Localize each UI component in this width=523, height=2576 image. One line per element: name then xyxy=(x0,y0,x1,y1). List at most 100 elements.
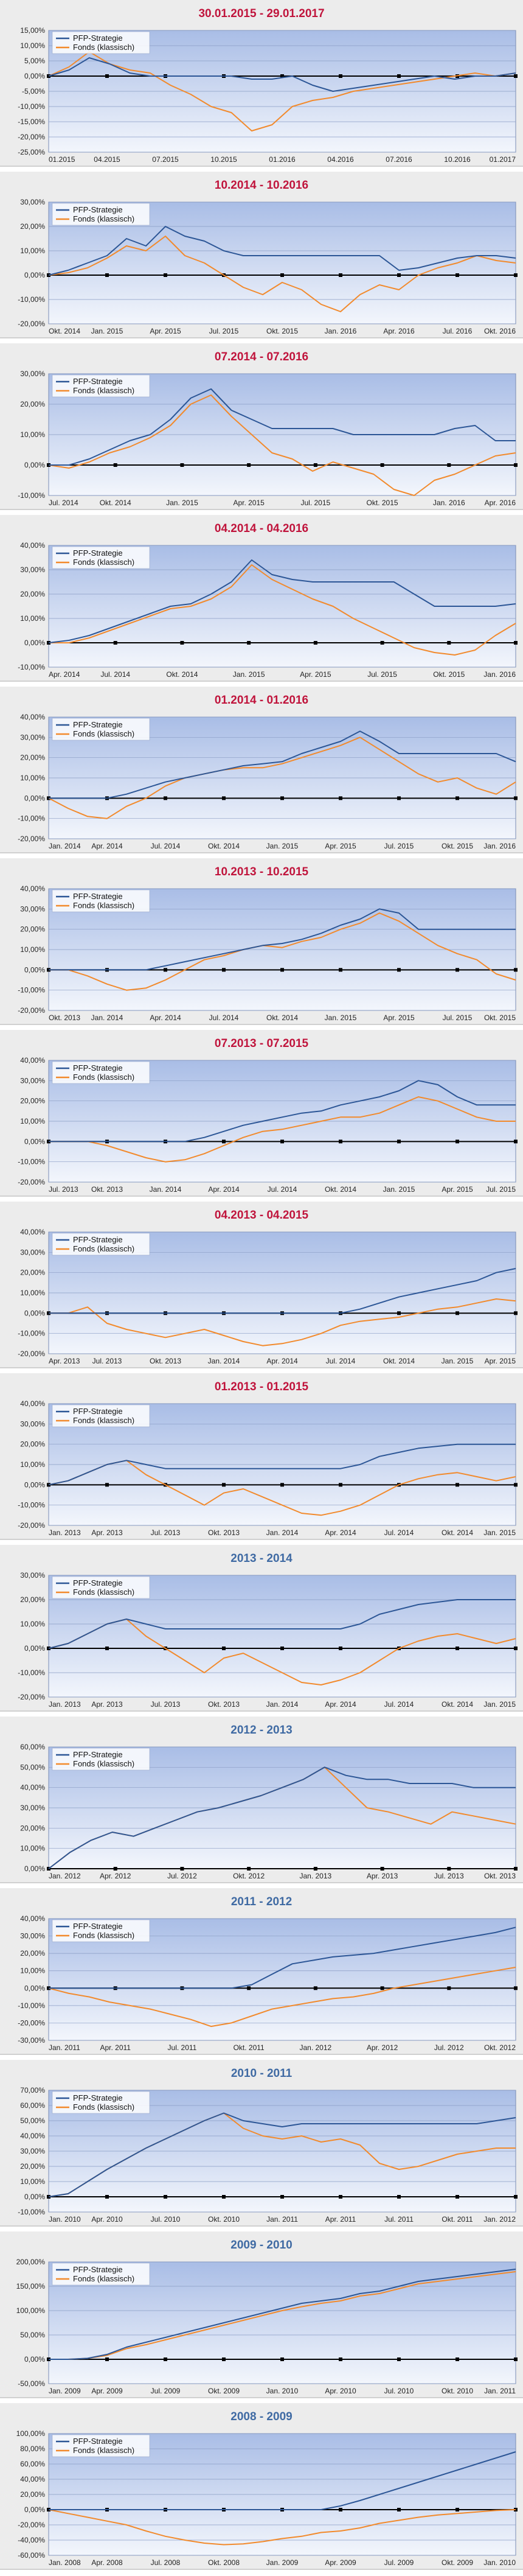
series-line-strategy xyxy=(49,1268,516,1314)
x-tick-label: Apr. 2010 xyxy=(91,2215,123,2224)
x-tick-label: Apr. 2013 xyxy=(91,1700,123,1709)
x-tick-mark xyxy=(514,273,518,277)
y-tick-label: 100,00% xyxy=(16,2429,46,2438)
x-tick-label: Okt. 2014 xyxy=(325,1185,356,1194)
y-tick-label: -60,00% xyxy=(18,2551,45,2560)
x-tick-label: Jan. 2015 xyxy=(166,499,198,507)
x-tick-mark xyxy=(280,273,284,277)
legend-label: PFP-Strategie xyxy=(73,548,123,558)
x-tick-mark xyxy=(313,641,317,645)
x-tick-label: Okt. 2013 xyxy=(150,1357,181,1365)
y-tick-label: 0,00% xyxy=(24,1864,45,1873)
y-tick-label: 60,00% xyxy=(20,2460,45,2468)
legend-box xyxy=(52,203,150,226)
x-tick-label: Jan. 2014 xyxy=(150,1185,182,1194)
x-tick-mark xyxy=(113,463,117,467)
chart-title: 2013 - 2014 xyxy=(230,1552,293,1565)
x-tick-label: Jul. 2010 xyxy=(384,2387,414,2395)
x-tick-label: Apr. 2015 xyxy=(485,1357,516,1365)
x-tick-label: Jul. 2015 xyxy=(486,1185,516,1194)
x-tick-label: Apr. 2009 xyxy=(325,2558,356,2567)
x-tick-label: Jan. 2011 xyxy=(49,2043,80,2052)
series-line-strategy xyxy=(49,388,516,466)
x-tick-mark xyxy=(380,463,384,467)
legend-label: Fonds (klassisch) xyxy=(73,1073,134,1082)
line-chart: 07.2013 - 07.2015 -20,00% -10,00% 0,00% 10,0… xyxy=(18,1037,518,1194)
series-line-strategy xyxy=(48,226,516,276)
x-tick-mark xyxy=(113,1867,117,1871)
legend-label: PFP-Strategie xyxy=(73,1407,123,1416)
x-tick-mark xyxy=(339,1483,342,1487)
legend-label: Fonds (klassisch) xyxy=(73,1759,134,1768)
x-tick-label: Jul. 2010 xyxy=(151,2215,181,2224)
legend-box xyxy=(52,1919,150,1942)
legend-box xyxy=(52,1748,150,1771)
x-tick-label: Jan. 2008 xyxy=(49,2558,81,2567)
x-tick-label: Jan. 2014 xyxy=(266,1528,299,1537)
legend-box xyxy=(52,889,150,912)
chart-panel: 2011 - 2012 -30,00% -20,00% -10,00% 0,00% 10,… xyxy=(0,1888,523,2055)
x-tick-label: Apr. 2015 xyxy=(442,1185,473,1194)
x-tick-label: Jan. 2012 xyxy=(49,1872,81,1880)
x-tick-mark xyxy=(397,1139,401,1144)
y-tick-label: 10,00% xyxy=(20,774,45,782)
chart-panel: 10.2014 - 10.2016 -20,00% -10,00% 0,00% 10,0… xyxy=(0,172,523,338)
y-tick-label: 20,00% xyxy=(20,925,45,934)
x-tick-mark xyxy=(164,2195,167,2199)
series-line-strategy xyxy=(48,57,516,92)
chart-panel: 07.2014 - 07.2016 -10,00% 0,00% 10,00% 20,00… xyxy=(0,343,523,510)
x-tick-label: Okt. 2011 xyxy=(234,2043,265,2052)
x-tick-label: Apr. 2015 xyxy=(233,499,265,507)
y-tick-label: 200,00% xyxy=(16,2258,46,2266)
x-tick-label: Jan. 2015 xyxy=(483,1528,516,1537)
x-tick-label: Apr. 2011 xyxy=(100,2043,131,2052)
series-line-strategy xyxy=(49,908,516,971)
x-tick-label: Apr. 2014 xyxy=(325,1700,356,1709)
x-tick-mark xyxy=(222,2357,226,2361)
y-tick-label: -40,00% xyxy=(18,2536,45,2544)
x-tick-label: 04.2016 xyxy=(327,155,354,164)
legend-box xyxy=(52,374,150,397)
x-tick-label: Okt. 2010 xyxy=(442,2387,473,2395)
x-tick-label: Jan. 2015 xyxy=(233,670,265,679)
x-tick-label: Jan. 2011 xyxy=(266,2215,298,2224)
y-tick-label: 30,00% xyxy=(20,198,45,206)
y-tick-label: 0,00% xyxy=(24,461,45,469)
legend-label: PFP-Strategie xyxy=(73,2265,123,2274)
y-tick-label: 40,00% xyxy=(20,541,45,550)
y-tick-label: 10,00% xyxy=(20,41,45,50)
y-tick-label: 0,00% xyxy=(24,2505,45,2514)
x-tick-label: Jan. 2016 xyxy=(483,842,516,850)
chart-title: 04.2014 - 04.2016 xyxy=(215,522,308,535)
x-tick-label: Apr. 2013 xyxy=(367,1872,398,1880)
y-tick-label: 60,00% xyxy=(20,1743,45,1751)
x-tick-mark xyxy=(455,273,459,277)
x-tick-mark xyxy=(222,1647,226,1650)
x-tick-label: Okt. 2015 xyxy=(433,670,465,679)
y-tick-label: 40,00% xyxy=(20,884,45,893)
y-tick-label: -20,00% xyxy=(18,2521,45,2529)
x-tick-mark xyxy=(339,2357,342,2361)
x-tick-mark xyxy=(339,1139,342,1144)
legend-label: PFP-Strategie xyxy=(73,1578,123,1587)
x-tick-label: Jan. 2014 xyxy=(91,1013,123,1022)
x-tick-label: Jan. 2015 xyxy=(266,842,299,850)
x-tick-label: Jul. 2014 xyxy=(209,1013,239,1022)
x-tick-label: Jan. 2015 xyxy=(442,1357,474,1365)
legend-label: PFP-Strategie xyxy=(73,1063,123,1073)
x-tick-label: Apr. 2014 xyxy=(266,1357,298,1365)
x-tick-mark xyxy=(514,1867,518,1871)
series-line-fonds xyxy=(48,394,516,496)
y-tick-label: 20,00% xyxy=(20,754,45,762)
x-tick-label: Jul. 2015 xyxy=(367,670,397,679)
y-tick-label: -10,00% xyxy=(18,295,45,304)
x-tick-mark xyxy=(455,1311,459,1315)
y-tick-label: 10,00% xyxy=(20,1289,45,1297)
y-tick-label: -15,00% xyxy=(18,117,45,126)
y-tick-label: 30,00% xyxy=(20,1076,45,1085)
series-line-strategy xyxy=(49,1927,516,1989)
y-tick-label: 30,00% xyxy=(20,733,45,741)
x-tick-label: Apr. 2016 xyxy=(383,327,415,335)
x-tick-label: Okt. 2016 xyxy=(484,327,516,335)
